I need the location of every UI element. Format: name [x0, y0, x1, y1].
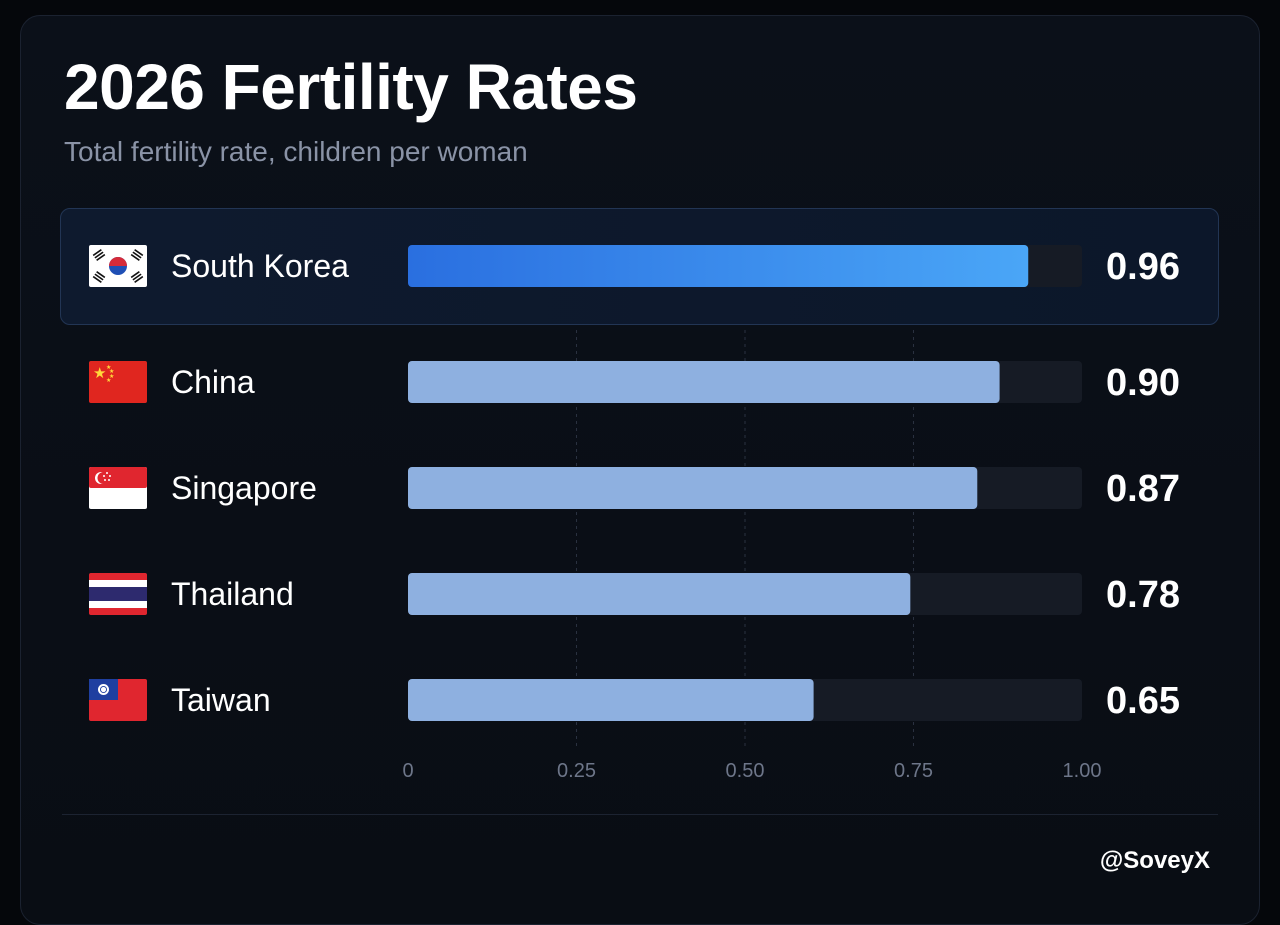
- x-tick-label: 0.75: [894, 760, 933, 782]
- bar: [408, 573, 911, 615]
- bar: [408, 679, 814, 721]
- svg-text:★: ★: [109, 373, 114, 380]
- value-label: 0.96: [1106, 246, 1180, 288]
- value-label: 0.90: [1106, 362, 1180, 404]
- chart-row: Thailand 0.78: [89, 573, 1180, 616]
- x-tick-label: 0.50: [726, 760, 765, 782]
- credit-label: @SoveyX: [1099, 847, 1210, 874]
- x-tick-label: 0.25: [557, 760, 596, 782]
- page-subtitle: Total fertility rate, children per woman: [64, 136, 528, 167]
- thailand-flag-icon: [89, 573, 147, 615]
- chart-row: South Korea 0.96: [89, 245, 1180, 288]
- x-tick-label: 0: [402, 760, 413, 782]
- singapore-flag-icon: [89, 467, 147, 509]
- bar: [408, 361, 1000, 403]
- svg-text:★: ★: [93, 364, 106, 382]
- chart-row: Singapore 0.87: [89, 467, 1180, 510]
- svg-text:★: ★: [109, 368, 114, 375]
- south-korea-flag-icon: [89, 245, 147, 287]
- value-label: 0.78: [1106, 574, 1180, 616]
- footer-divider: [62, 814, 1218, 815]
- bar: [408, 467, 978, 509]
- value-label: 0.65: [1106, 680, 1180, 722]
- category-label: Singapore: [171, 470, 317, 506]
- chart-row: ★ ★★★★ China 0.90: [89, 361, 1180, 404]
- taiwan-flag-icon: [89, 679, 147, 721]
- value-label: 0.87: [1106, 468, 1180, 510]
- category-label: Thailand: [171, 576, 294, 612]
- svg-text:★: ★: [106, 364, 111, 371]
- chart-row: Taiwan 0.65: [89, 679, 1180, 722]
- bar: [408, 245, 1029, 287]
- page-title: 2026 Fertility Rates: [64, 51, 638, 123]
- category-label: China: [171, 364, 255, 400]
- svg-text:★: ★: [106, 377, 111, 384]
- category-label: Taiwan: [171, 682, 271, 718]
- category-label: South Korea: [171, 248, 349, 284]
- china-flag-icon: ★ ★★★★: [89, 361, 147, 403]
- x-tick-label: 1.00: [1063, 760, 1102, 782]
